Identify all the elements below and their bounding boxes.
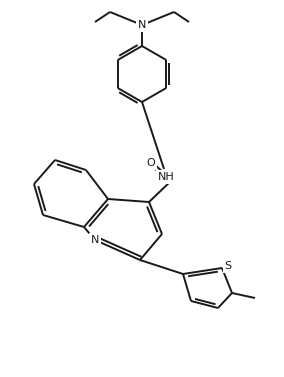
Text: O: O [147,158,155,168]
Text: N: N [91,235,99,245]
Text: N: N [138,20,146,30]
Text: S: S [224,261,231,271]
Text: NH: NH [158,172,174,182]
